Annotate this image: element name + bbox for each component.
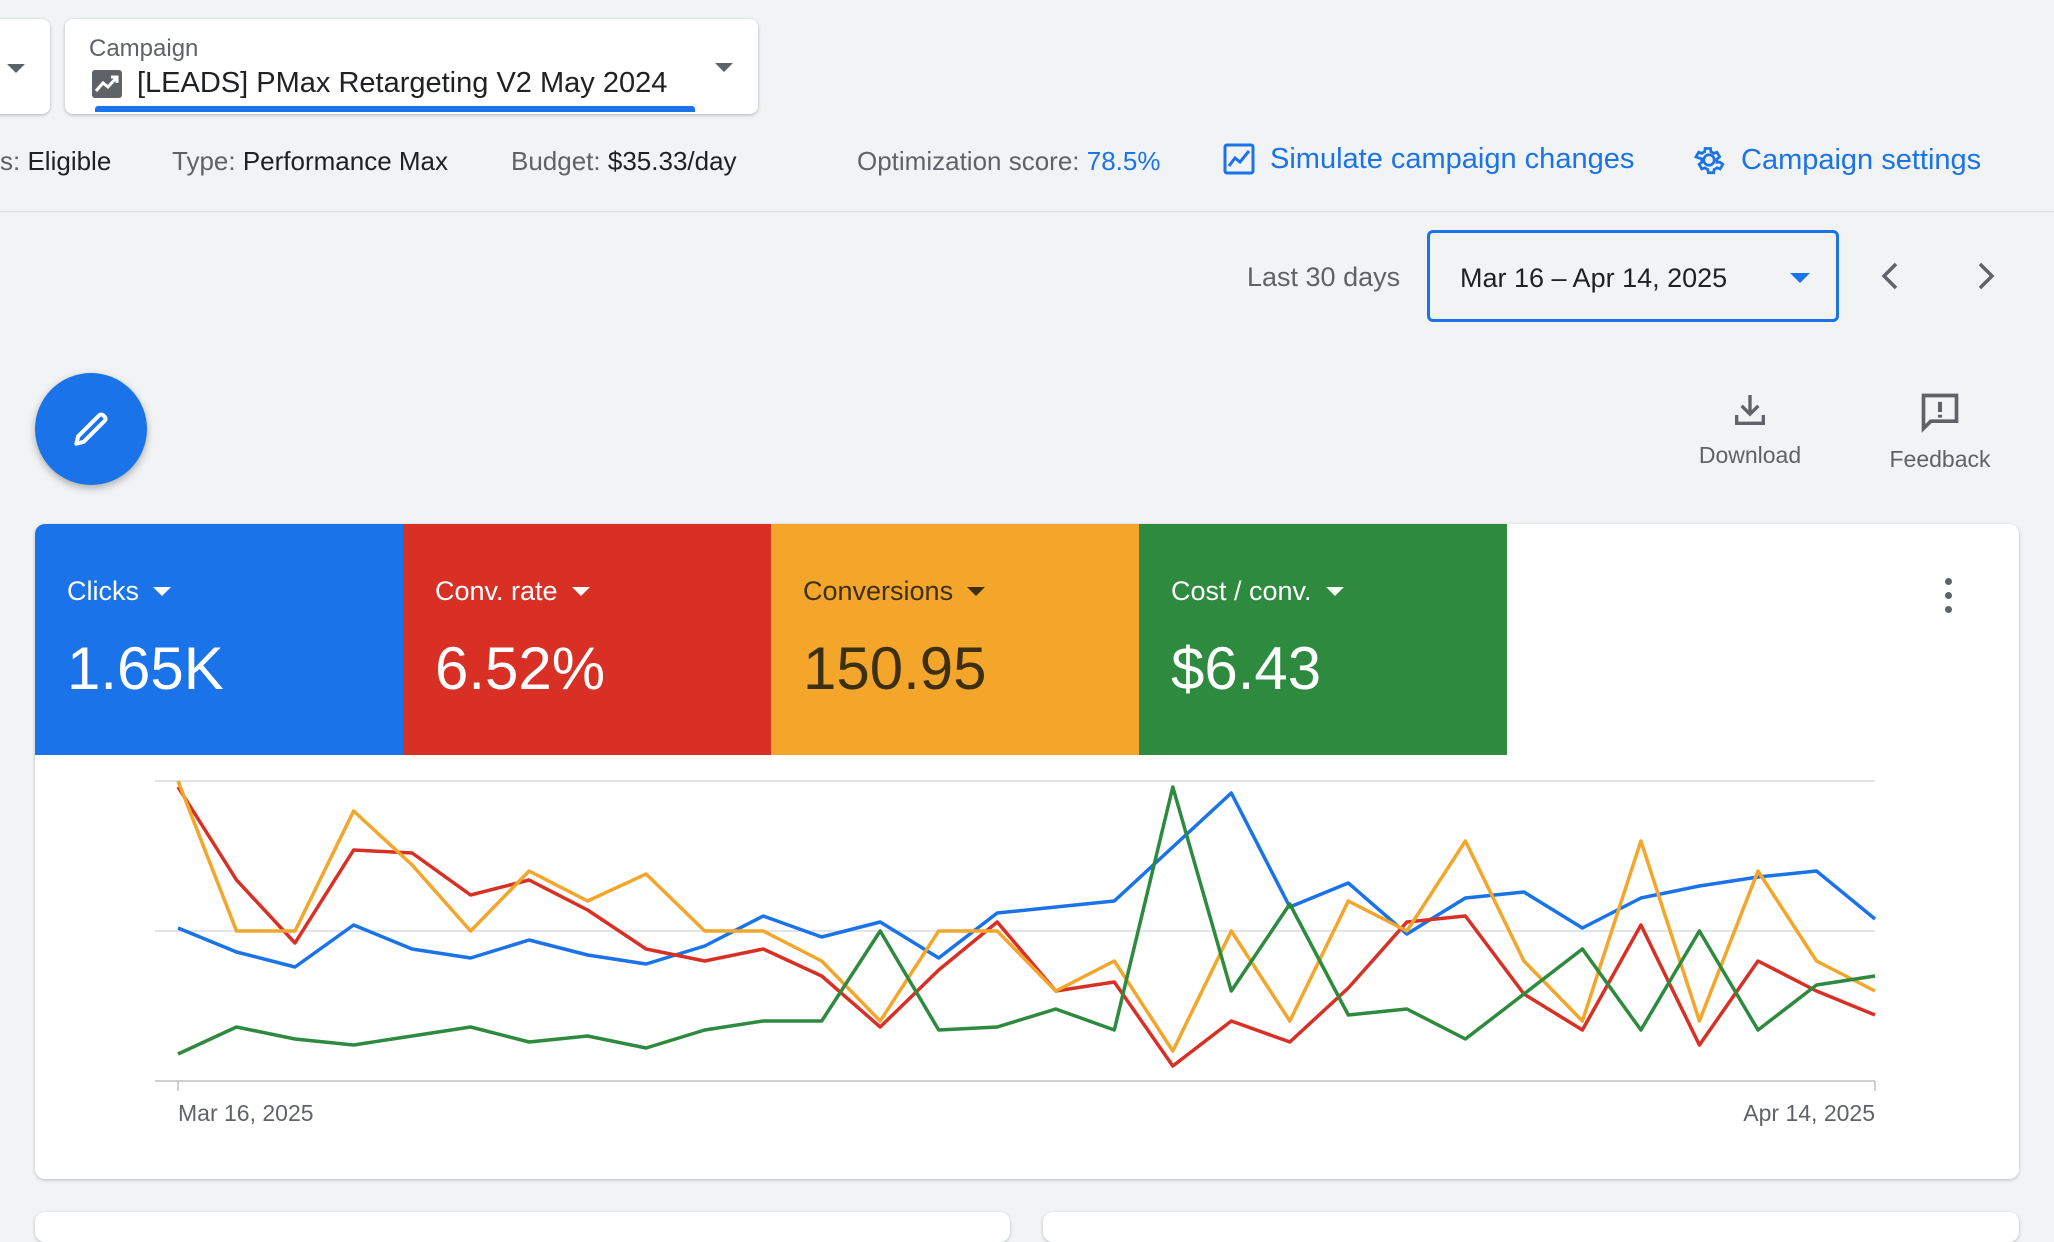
metric-value: 1.65K <box>67 635 224 702</box>
optimization-score[interactable]: Optimization score: 78.5% <box>857 146 1161 177</box>
dropdown-arrow-icon <box>1790 273 1810 283</box>
campaign-name: [LEADS] PMax Retargeting V2 May 2024 <box>137 67 668 99</box>
campaign-status: s: Eligible <box>0 146 111 177</box>
simulate-label: Simulate campaign changes <box>1270 142 1635 175</box>
chevron-down-icon <box>153 587 171 596</box>
more-vert-icon[interactable] <box>1945 578 1955 614</box>
x-axis-end-label: Apr 14, 2025 <box>1743 1100 1875 1126</box>
metric-label[interactable]: Cost / conv. <box>1171 576 1344 607</box>
date-range-value: Mar 16 – Apr 14, 2025 <box>1460 263 1728 293</box>
download-label: Download <box>1698 442 1802 468</box>
chevron-down-icon <box>1325 587 1344 596</box>
settings-label: Campaign settings <box>1741 143 1982 176</box>
type-label: Type: <box>172 146 236 176</box>
date-range-picker[interactable]: Mar 16 – Apr 14, 2025 <box>1427 230 1839 322</box>
header-divider <box>0 211 2054 212</box>
simulate-campaign-changes-button[interactable]: Simulate campaign changes <box>1222 142 1634 176</box>
metric-tile-clicks[interactable]: Clicks 1.65K <box>35 524 403 755</box>
metric-label[interactable]: Clicks <box>67 576 171 607</box>
campaign-type: Type: Performance Max <box>172 146 448 177</box>
status-value: Eligible <box>27 146 112 176</box>
feedback-label: Feedback <box>1889 446 1991 472</box>
metric-value: $6.43 <box>1171 635 1322 702</box>
performance-line-chart: Mar 16, 2025 Apr 14, 2025 <box>155 780 1877 1126</box>
chevron-right-icon[interactable] <box>1962 253 2008 299</box>
chevron-down-icon <box>715 63 733 72</box>
feedback-button[interactable]: Feedback <box>1875 390 2005 473</box>
x-axis-start-label: Mar 16, 2025 <box>178 1100 314 1126</box>
campaign-selector-label: Campaign <box>89 35 199 62</box>
feedback-icon <box>1921 393 1959 433</box>
bottom-card-left <box>35 1212 1010 1242</box>
series-line-cost-conv <box>177 785 1876 1056</box>
account-selector[interactable] <box>0 19 50 114</box>
pencil-icon <box>74 412 108 446</box>
chart-line-icon <box>1223 143 1255 175</box>
series-line-clicks <box>177 791 1877 969</box>
performance-overview-card: Clicks 1.65K Conv. rate 6.52% Conversion… <box>35 524 2019 1179</box>
chevron-down-icon <box>967 587 986 596</box>
metric-tile-conv-rate[interactable]: Conv. rate 6.52% <box>403 524 771 755</box>
chevron-left-icon[interactable] <box>1868 253 1914 299</box>
metric-label[interactable]: Conv. rate <box>435 576 590 607</box>
budget-label: Budget: <box>511 146 601 176</box>
chart-grid <box>155 780 1876 1091</box>
metric-label[interactable]: Conversions <box>803 576 986 607</box>
series-line-conv-rate <box>176 786 1876 1068</box>
chevron-down-icon <box>7 64 25 73</box>
optimization-value[interactable]: 78.5% <box>1086 146 1161 176</box>
campaign-selector[interactable]: Campaign [LEADS] PMax Retargeting V2 May… <box>65 19 758 114</box>
campaign-budget: Budget: $35.33/day <box>511 146 737 177</box>
metric-tile-cost-per-conv[interactable]: Cost / conv. $6.43 <box>1139 524 1507 755</box>
type-value: Performance Max <box>242 146 449 176</box>
metric-value: 6.52% <box>435 635 606 702</box>
campaign-settings-button[interactable]: Campaign settings <box>1691 142 1981 178</box>
gear-icon <box>1693 147 1725 175</box>
edit-fab-button[interactable] <box>35 373 147 485</box>
budget-value: $35.33/day <box>607 146 737 176</box>
download-button[interactable]: Download <box>1685 390 1815 469</box>
chart-series <box>176 780 1877 1068</box>
selection-indicator <box>95 106 695 112</box>
metric-tile-conversions[interactable]: Conversions 150.95 <box>771 524 1139 755</box>
download-icon <box>1735 395 1765 425</box>
optimization-label: Optimization score: <box>857 146 1080 176</box>
bottom-card-right <box>1043 1212 2019 1242</box>
performance-max-icon <box>92 70 122 98</box>
date-preset-label: Last 30 days <box>1247 262 1401 292</box>
series-line-conversions <box>176 780 1876 1053</box>
chevron-down-icon <box>571 587 590 596</box>
status-label: s: <box>0 146 21 176</box>
metric-value: 150.95 <box>803 635 987 702</box>
